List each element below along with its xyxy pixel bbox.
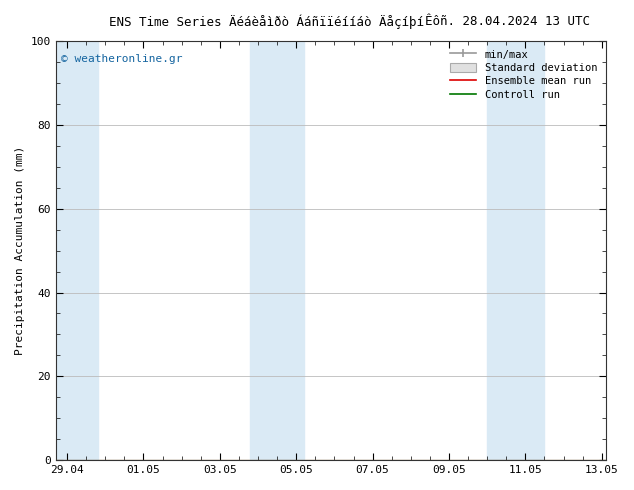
- Y-axis label: Precipitation Accumulation (mm): Precipitation Accumulation (mm): [15, 146, 25, 355]
- Legend: min/max, Standard deviation, Ensemble mean run, Controll run: min/max, Standard deviation, Ensemble me…: [447, 46, 600, 103]
- Bar: [250, 41, 304, 460]
- Text: Êôñ. 28.04.2024 13 UTC: Êôñ. 28.04.2024 13 UTC: [425, 15, 590, 28]
- Bar: [487, 41, 545, 460]
- Text: © weatheronline.gr: © weatheronline.gr: [61, 53, 183, 64]
- Bar: [56, 41, 98, 460]
- Text: ENS Time Series Äéáèåìðò Ááñïïéííáò Äåçíþí: ENS Time Series Äéáèåìðò Ááñïïéííáò Äåçí…: [109, 15, 424, 29]
